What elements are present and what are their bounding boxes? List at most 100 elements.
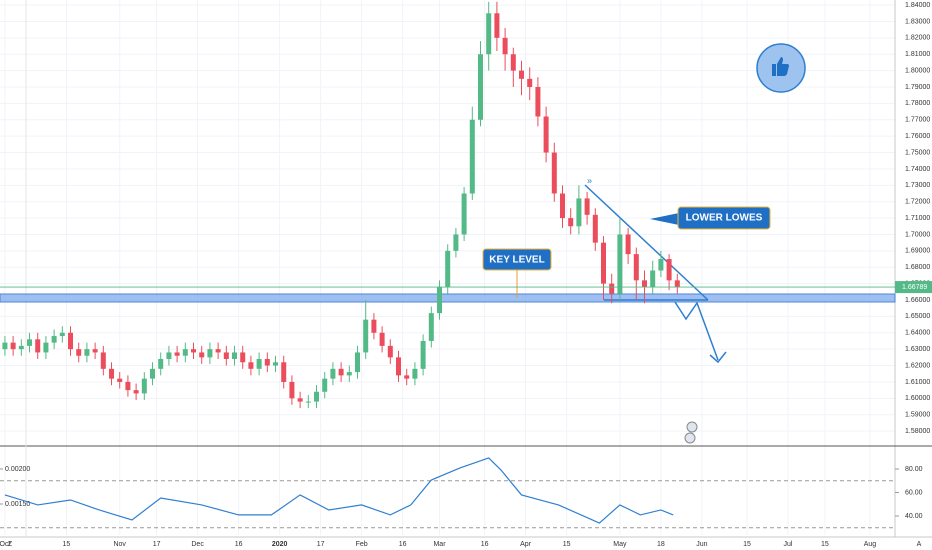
candle-body — [535, 87, 541, 117]
candle-body — [338, 368, 344, 376]
candle-body — [519, 70, 525, 79]
candle-body — [371, 319, 377, 333]
candle-body — [141, 378, 147, 394]
candle-body — [502, 37, 508, 55]
y-tick-label: 1.62000 — [905, 362, 930, 369]
candle-body — [10, 342, 16, 350]
candle-body — [600, 242, 606, 284]
candle-body — [100, 352, 106, 369]
y-tick-label: 1.83000 — [905, 18, 930, 25]
y-tick-label: 1.78000 — [905, 100, 930, 107]
candle-body — [281, 362, 287, 382]
candle-body — [51, 336, 57, 343]
y-tick-label: 1.65000 — [905, 313, 930, 320]
candle-body — [174, 352, 180, 356]
x-tick-label: 2020 — [272, 541, 288, 548]
indicator-tick-label: 0.00150 — [5, 501, 30, 508]
candle-body — [289, 381, 295, 399]
candle-body — [658, 259, 664, 271]
y-tick-label: 1.58000 — [905, 428, 930, 435]
x-tick-label: Jul — [784, 541, 793, 548]
x-tick-label: 17 — [317, 541, 325, 548]
x-tick-label: 15 — [63, 541, 71, 548]
y-tick-label: 1.79000 — [905, 84, 930, 91]
candle-body — [35, 339, 41, 353]
candle-body — [428, 313, 434, 341]
candle-body — [76, 349, 82, 356]
trendline — [584, 184, 709, 301]
indicator-line — [4, 457, 674, 524]
candle-body — [59, 332, 65, 337]
x-tick-label: Aug — [864, 541, 877, 548]
last-price-box — [895, 281, 932, 294]
candle-body — [68, 332, 74, 350]
candle-body — [486, 13, 492, 55]
candle-body — [461, 193, 467, 235]
candle-body — [256, 358, 262, 369]
candle-body — [355, 352, 361, 373]
y-tick-label: 1.70000 — [905, 231, 930, 238]
control-label[interactable]: Z — [8, 541, 13, 548]
y-tick-label: 1.77000 — [905, 117, 930, 124]
x-tick-label: 18 — [657, 541, 665, 548]
candle-body — [166, 352, 172, 359]
candle-body — [223, 352, 229, 359]
candle-body — [43, 342, 49, 353]
y-tick-label: 1.80000 — [905, 67, 930, 74]
y-tick-label: 1.68000 — [905, 264, 930, 271]
x-tick-label: 15 — [563, 541, 571, 548]
indicator-tick-label: 40.00 — [905, 513, 923, 520]
y-tick-label: 1.59000 — [905, 412, 930, 419]
candle-body — [232, 352, 238, 359]
candle-body — [510, 54, 516, 71]
candle-body — [666, 259, 672, 281]
candle-body — [215, 349, 221, 353]
control-label[interactable]: A — [917, 541, 922, 548]
candle-body — [322, 378, 328, 392]
y-tick-label: 1.66000 — [905, 297, 930, 304]
x-tick-label: 15 — [743, 541, 751, 548]
y-tick-label: 1.64000 — [905, 330, 930, 337]
y-tick-label: 1.61000 — [905, 379, 930, 386]
y-tick-label: 1.69000 — [905, 248, 930, 255]
candle-body — [576, 198, 582, 227]
candle-body — [379, 332, 385, 346]
candle-body — [109, 368, 115, 379]
candle-body — [543, 116, 549, 153]
lower-lowes-box — [677, 206, 771, 230]
y-tick-label: 1.60000 — [905, 395, 930, 402]
candle-body — [117, 378, 123, 382]
x-tick-label: 15 — [821, 541, 829, 548]
x-tick-label: Feb — [356, 541, 368, 548]
candle-body — [2, 342, 8, 350]
candle-body — [297, 398, 303, 402]
x-tick-label: Oct — [0, 541, 10, 548]
candle-body — [412, 368, 418, 379]
thumb-icon — [772, 57, 789, 76]
callout-pointer — [650, 213, 679, 225]
y-tick-label: 1.74000 — [905, 166, 930, 173]
candle-body — [551, 152, 557, 194]
candle-body — [314, 391, 320, 402]
x-tick-label: Mar — [433, 541, 446, 548]
projection-arrow — [674, 301, 719, 361]
candle-body — [182, 349, 188, 356]
arrow-head — [709, 351, 727, 364]
x-tick-label: Apr — [520, 541, 532, 548]
candle-body — [27, 339, 33, 346]
x-tick-label: Nov — [113, 541, 126, 548]
x-tick-label: 16 — [481, 541, 489, 548]
annotation: LOWER LOWES — [686, 213, 763, 224]
candle-body — [248, 362, 254, 369]
indicator-tick-label: 80.00 — [905, 466, 923, 473]
candle-body — [240, 352, 246, 363]
candle-body — [133, 390, 139, 394]
y-tick-label: 1.75000 — [905, 149, 930, 156]
x-tick-label: Dec — [191, 541, 204, 548]
candle-body — [346, 372, 352, 376]
y-tick-label: 1.73000 — [905, 182, 930, 189]
indicator-tick-label: 0.00200 — [5, 466, 30, 473]
y-tick-label: 1.81000 — [905, 51, 930, 58]
x-tick-label: Jun — [696, 541, 707, 548]
